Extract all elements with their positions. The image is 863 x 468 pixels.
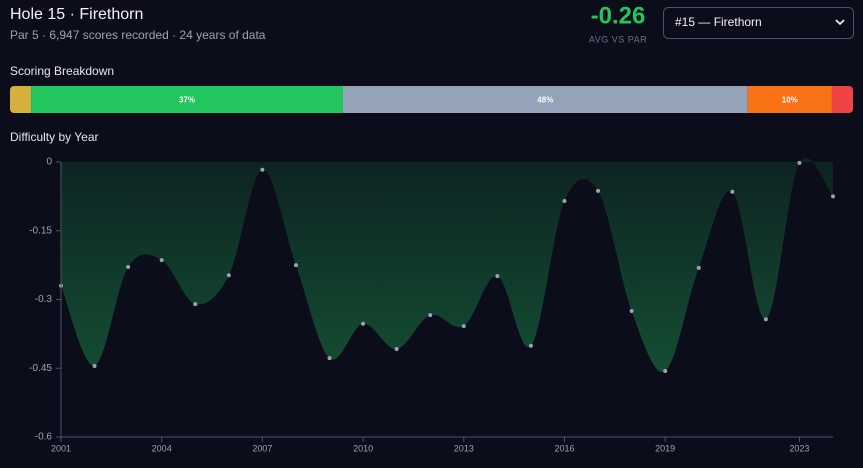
- x-tick-label: 2001: [51, 443, 71, 453]
- data-point: [562, 198, 567, 203]
- select-text[interactable]: #15 — Firethorn: [675, 15, 762, 29]
- hole-title: Hole 15 · Firethorn: [10, 6, 143, 23]
- x-tick-label: 2010: [353, 443, 373, 453]
- data-point: [495, 274, 500, 279]
- data-point: [226, 273, 231, 278]
- data-point: [260, 167, 265, 172]
- data-point: [293, 263, 298, 268]
- select-chevron[interactable]: [835, 19, 845, 26]
- x-tick-label: 2007: [252, 443, 272, 453]
- data-point: [797, 160, 802, 165]
- x-tick-label: 2004: [152, 443, 172, 453]
- breakdown-segment: [342, 86, 748, 113]
- data-point: [730, 189, 735, 194]
- data-point: [528, 343, 533, 348]
- data-point: [629, 308, 634, 313]
- data-point: [361, 321, 366, 326]
- data-point: [461, 324, 466, 329]
- data-point: [763, 317, 768, 322]
- data-point: [193, 302, 198, 307]
- segment-label: 37%: [179, 96, 195, 105]
- y-tick-label: -0.15: [29, 225, 52, 236]
- data-point: [831, 194, 835, 199]
- select-box[interactable]: [663, 7, 854, 39]
- breakdown-bar: 37% 48% 10%: [10, 86, 853, 113]
- data-point: [159, 258, 164, 263]
- data-point: [596, 188, 601, 193]
- data-point: [428, 313, 433, 318]
- avg-vs-par-value: -0.26: [591, 2, 646, 29]
- data-point: [92, 363, 97, 368]
- x-tick-label: 2016: [554, 443, 574, 453]
- x-tick-label: 2023: [789, 443, 809, 453]
- data-point: [126, 264, 131, 269]
- y-tick-label: -0.6: [35, 432, 53, 443]
- y-tick-label: 0: [46, 157, 52, 168]
- x-tick-label: 2019: [655, 443, 675, 453]
- hole-subtitle: Par 5 · 6,947 scores recorded · 24 years…: [10, 28, 266, 42]
- breakdown-segment: [31, 86, 343, 113]
- x-tick-label: 2013: [454, 443, 474, 453]
- hole-select[interactable]: #15 — Firethorn: [663, 7, 854, 39]
- breakdown-segment: [747, 86, 832, 113]
- data-point: [394, 347, 399, 351]
- difficulty-area: [61, 157, 833, 372]
- avg-vs-par-label: AVG VS PAR: [589, 34, 647, 44]
- data-point: [327, 356, 332, 361]
- difficulty-title: Difficulty by Year: [10, 130, 99, 144]
- breakdown-title: Scoring Breakdown: [10, 64, 114, 78]
- y-tick-label: -0.45: [29, 363, 52, 374]
- data-point: [696, 265, 701, 270]
- data-point: [663, 369, 668, 373]
- y-tick-label: -0.3: [35, 294, 53, 305]
- breakdown-segment: [10, 86, 32, 113]
- segment-label: 10%: [782, 96, 798, 105]
- segment-label: 48%: [537, 96, 553, 105]
- breakdown-segment: [831, 86, 853, 113]
